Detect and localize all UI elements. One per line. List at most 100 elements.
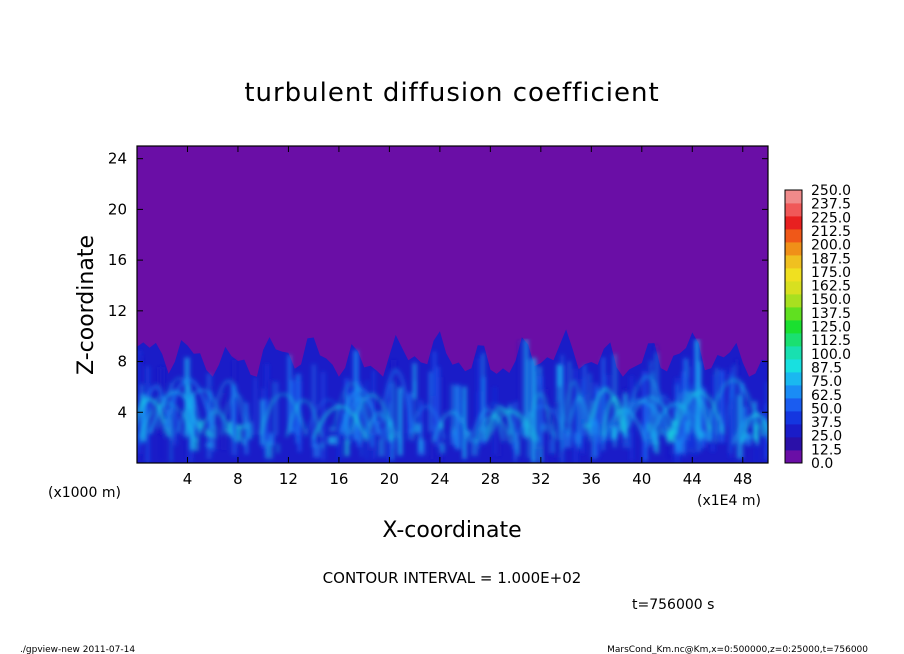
surface-patch <box>450 430 457 446</box>
turbulent-streak <box>428 371 432 432</box>
turbulent-streak <box>462 386 467 459</box>
turbulent-streak <box>601 357 605 451</box>
plume-arc <box>674 391 725 435</box>
surface-patch <box>564 433 572 448</box>
plume-arc <box>259 393 308 435</box>
turbulent-streak <box>264 399 270 459</box>
colorbar-segment <box>785 229 802 243</box>
surface-patch <box>686 420 690 434</box>
colorbar-segment <box>785 281 802 295</box>
colorbar-label: 200.0 <box>811 238 851 254</box>
colorbar-label: 112.5 <box>811 333 851 349</box>
turbulent-streak <box>345 393 348 438</box>
surface-patch <box>511 439 518 450</box>
colorbar-segment <box>785 307 802 321</box>
colorbar-segment <box>785 398 802 412</box>
plume-arc <box>587 388 624 433</box>
turbulent-streak <box>649 360 652 445</box>
turbulent-streak <box>432 351 437 440</box>
surface-patch <box>137 431 141 446</box>
footer-left: ./gpview-new 2011-07-14 <box>20 645 135 654</box>
turbulent-streak <box>360 384 363 457</box>
plume-arc <box>526 393 554 435</box>
colorbar-segment <box>785 255 802 269</box>
colorbar-label: 125.0 <box>811 320 851 336</box>
colorbar-label: 25.0 <box>811 429 842 445</box>
plume-arc <box>149 390 202 435</box>
colorbar-segment <box>785 203 802 217</box>
colorbar-label: 150.0 <box>811 292 851 308</box>
turbulent-streak <box>524 339 529 439</box>
surface-patch <box>276 443 280 454</box>
turbulent-streak <box>576 393 581 449</box>
plume-arc <box>432 410 472 443</box>
surface-patch <box>205 443 213 448</box>
colorbar-label: 175.0 <box>811 265 851 281</box>
surface-patch <box>329 426 336 432</box>
colorbar-label: 100.0 <box>811 347 851 363</box>
turbulent-streak <box>497 407 501 457</box>
colorbar-label: 250.0 <box>811 183 851 199</box>
surface-patch <box>705 430 712 442</box>
x-tick-label: 20 <box>380 470 399 488</box>
plume-arc <box>365 410 392 443</box>
colorbar-label: 237.5 <box>811 197 851 213</box>
colorbar-segment <box>785 359 802 373</box>
surface-patch <box>680 420 686 438</box>
surface-patch <box>378 438 385 457</box>
surface-patch <box>677 442 681 451</box>
turbulent-streak <box>455 385 461 450</box>
colorbar-segment <box>785 190 802 204</box>
plume-arc <box>138 403 196 439</box>
y-tick-label: 16 <box>108 251 127 269</box>
plume-arc <box>706 379 761 429</box>
turbulent-streak <box>568 361 571 434</box>
turbulent-streak <box>595 386 600 443</box>
turbulent-streak <box>190 393 195 450</box>
turbulent-streak <box>582 364 587 437</box>
turbulent-streak <box>642 371 647 462</box>
turbulent-streak <box>290 379 295 432</box>
surface-patch <box>719 423 723 433</box>
surface-patch <box>612 426 616 439</box>
time-text: t=756000 s <box>632 597 714 613</box>
surface-patch <box>329 436 338 445</box>
plume-arc <box>305 399 352 438</box>
plume-arc <box>176 389 228 434</box>
surface-patch <box>227 421 232 434</box>
surface-patch <box>198 420 204 429</box>
colorbar-label: 187.5 <box>811 251 851 267</box>
colorbar-label: 87.5 <box>811 360 842 376</box>
plume-arc <box>485 411 539 442</box>
plume-arc <box>163 378 214 429</box>
colorbar-segment <box>785 450 802 464</box>
plume-arc <box>139 385 172 432</box>
surface-patch <box>419 436 423 452</box>
heatmap-plot-area <box>137 146 768 463</box>
surface-patch <box>370 432 374 447</box>
surface-patch <box>375 420 380 436</box>
surface-patch <box>411 428 414 442</box>
surface-patch <box>672 420 678 426</box>
colorbar-label: 50.0 <box>811 401 842 417</box>
plume-arc <box>610 398 666 437</box>
surface-patch <box>760 420 766 437</box>
turbulent-streak <box>518 340 522 457</box>
surface-patch <box>660 428 663 436</box>
surface-patch <box>521 422 528 436</box>
x-tick-label: 4 <box>183 470 193 488</box>
turbulent-streak <box>297 381 302 452</box>
plume-arc <box>601 396 627 436</box>
plume-arc <box>741 412 768 443</box>
surface-patch <box>238 424 245 429</box>
surface-patch <box>670 421 674 430</box>
turbulent-streak <box>170 402 173 463</box>
turbulent-streak <box>267 380 273 438</box>
turbulent-streak <box>654 345 658 436</box>
turbulent-streak <box>411 398 418 437</box>
chart-title: turbulent diffusion coefficient <box>244 78 659 108</box>
turbulent-streak <box>482 353 485 434</box>
turbulent-streak <box>733 365 736 446</box>
turbulent-streak <box>554 401 559 458</box>
surface-patch <box>585 423 591 428</box>
